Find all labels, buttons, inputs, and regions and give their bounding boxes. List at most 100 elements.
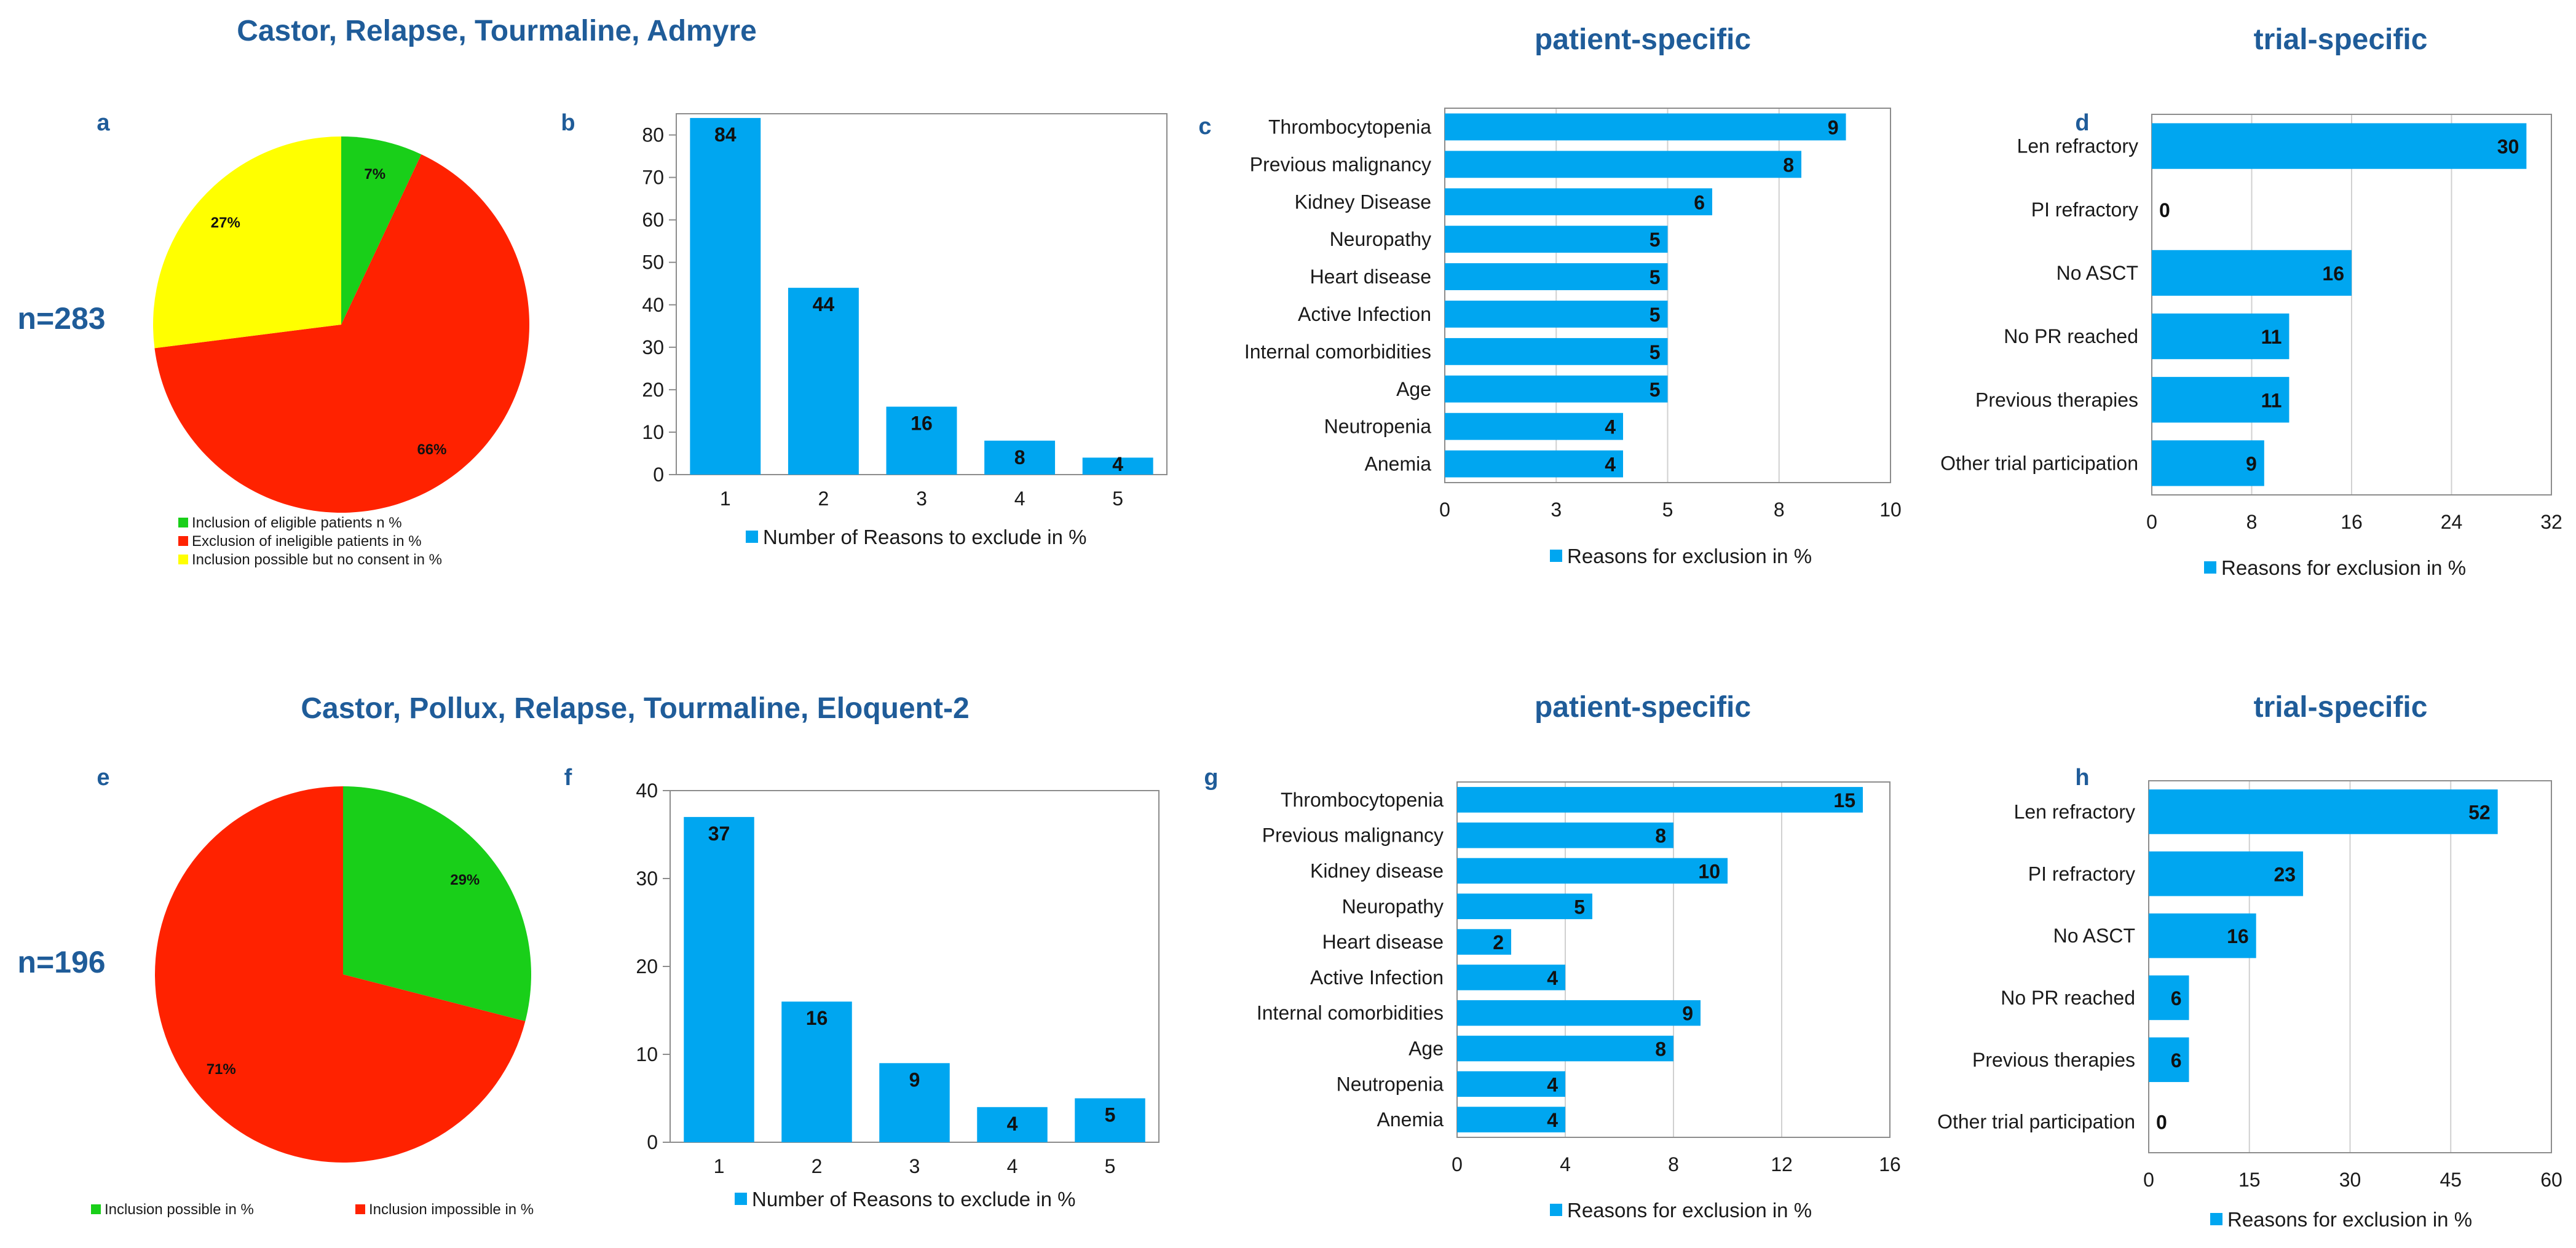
x-tick-label: 0 bbox=[2146, 511, 2157, 533]
y-category-label: Anemia bbox=[1365, 453, 1432, 475]
bar bbox=[1445, 338, 1668, 365]
y-category-label: Neutropenia bbox=[1337, 1073, 1444, 1095]
x-tick-label: 1 bbox=[720, 488, 731, 510]
panel-letter-e: e bbox=[97, 765, 109, 791]
bar bbox=[1445, 263, 1668, 290]
bar bbox=[2152, 313, 2290, 360]
y-category-label: Thrombocytopenia bbox=[1268, 116, 1431, 138]
y-category-label: Neuropathy bbox=[1342, 895, 1444, 917]
bar-value-label: 16 bbox=[2227, 925, 2249, 947]
n-label-top: n=283 bbox=[17, 301, 105, 336]
pie-slice-label: 27% bbox=[211, 215, 240, 231]
y-category-label: PI refractory bbox=[2028, 863, 2135, 885]
y-category-label: Internal comorbidities bbox=[1257, 1002, 1444, 1024]
bar-value-label: 84 bbox=[714, 124, 737, 146]
pie-slice-label: 66% bbox=[417, 441, 446, 458]
bar-value-label: 30 bbox=[2497, 136, 2519, 158]
legend-swatch bbox=[735, 1193, 747, 1205]
y-tick-label: 0 bbox=[647, 1131, 658, 1153]
pie-slice-label: 71% bbox=[207, 1061, 236, 1078]
bar-value-label: 9 bbox=[909, 1068, 920, 1091]
bar bbox=[1445, 113, 1846, 141]
legend-swatch bbox=[355, 1204, 365, 1214]
y-category-label: Kidney disease bbox=[1310, 860, 1444, 882]
bar bbox=[1457, 965, 1565, 990]
bar bbox=[1457, 1107, 1565, 1132]
bar bbox=[1445, 450, 1623, 478]
y-category-label: Previous malignancy bbox=[1262, 824, 1444, 847]
legend-label: Reasons for exclusion in % bbox=[2221, 556, 2466, 579]
bar bbox=[1457, 787, 1863, 813]
legend-swatch bbox=[2210, 1213, 2222, 1225]
y-category-label: Neutropenia bbox=[1324, 416, 1432, 438]
bar-value-label: 23 bbox=[2274, 863, 2296, 885]
x-tick-label: 4 bbox=[1560, 1153, 1571, 1175]
y-category-label: Age bbox=[1409, 1038, 1444, 1060]
x-tick-label: 8 bbox=[1774, 499, 1785, 521]
y-category-label: Previous therapies bbox=[1975, 389, 2138, 411]
x-tick-label: 16 bbox=[1879, 1153, 1901, 1175]
bar-value-label: 4 bbox=[1007, 1113, 1018, 1135]
legend-label: Inclusion possible in % bbox=[105, 1201, 254, 1218]
x-tick-label: 5 bbox=[1112, 488, 1123, 510]
panel-letter-b: b bbox=[561, 110, 575, 136]
legend-label: Reasons for exclusion in % bbox=[1567, 545, 1812, 567]
bar-value-label: 4 bbox=[1112, 453, 1123, 475]
x-tick-label: 1 bbox=[714, 1155, 725, 1177]
y-category-label: PI refractory bbox=[2031, 199, 2138, 221]
group-title-top: Castor, Relapse, Tourmaline, Admyre bbox=[237, 15, 757, 47]
bar-value-label: 44 bbox=[813, 293, 835, 315]
bar bbox=[879, 1063, 950, 1142]
bar-value-label: 6 bbox=[2171, 987, 2182, 1009]
bar-value-label: 5 bbox=[1650, 229, 1661, 251]
panel-letter-g: g bbox=[1204, 765, 1218, 791]
x-tick-label: 3 bbox=[909, 1155, 920, 1177]
legend-swatch bbox=[2204, 561, 2216, 574]
bar bbox=[977, 1107, 1048, 1142]
y-category-label: Thrombocytopenia bbox=[1281, 789, 1444, 811]
y-category-label: Age bbox=[1396, 378, 1431, 400]
x-tick-label: 16 bbox=[2341, 511, 2363, 533]
y-category-label: No ASCT bbox=[2053, 925, 2135, 947]
x-tick-label: 45 bbox=[2440, 1169, 2462, 1191]
bar-value-label: 6 bbox=[1694, 191, 1705, 213]
section-title-patient-top: patient-specific bbox=[1535, 23, 1751, 56]
bar bbox=[1457, 1000, 1701, 1026]
x-tick-label: 12 bbox=[1771, 1153, 1793, 1175]
bar bbox=[2149, 1037, 2189, 1083]
bar-value-label: 0 bbox=[2159, 199, 2170, 221]
bar bbox=[2152, 250, 2352, 296]
legend-label: Exclusion of ineligible patients in % bbox=[192, 533, 422, 550]
panel-letter-f: f bbox=[564, 765, 572, 791]
bar-value-label: 11 bbox=[2261, 326, 2282, 348]
bar bbox=[1457, 1071, 1565, 1097]
panel-letter-a: a bbox=[97, 110, 110, 136]
bar-value-label: 4 bbox=[1547, 967, 1558, 989]
x-tick-label: 32 bbox=[2540, 511, 2562, 533]
y-category-label: Active Infection bbox=[1298, 303, 1431, 325]
bar bbox=[984, 440, 1056, 475]
y-category-label: Kidney Disease bbox=[1295, 191, 1431, 213]
x-tick-label: 24 bbox=[2441, 511, 2463, 533]
y-category-label: Neuropathy bbox=[1330, 228, 1431, 250]
legend-swatch bbox=[1550, 550, 1562, 562]
bar-value-label: 5 bbox=[1650, 379, 1661, 401]
bar-value-label: 16 bbox=[806, 1007, 828, 1029]
y-category-label: Other trial participation bbox=[1940, 452, 2138, 474]
pie-slice bbox=[154, 154, 529, 513]
bar-value-label: 4 bbox=[1605, 454, 1616, 476]
bar-value-label: 11 bbox=[2261, 389, 2282, 411]
y-tick-label: 40 bbox=[642, 294, 664, 316]
bar-value-label: 8 bbox=[1655, 1038, 1666, 1060]
section-title-trial-top: trial-specific bbox=[2254, 23, 2428, 56]
bar-value-label: 4 bbox=[1547, 1109, 1558, 1131]
bar-value-label: 15 bbox=[1833, 789, 1855, 812]
bar bbox=[1445, 301, 1668, 328]
bar-value-label: 5 bbox=[1650, 304, 1661, 326]
pie-slice bbox=[341, 136, 422, 325]
y-category-label: Internal comorbidities bbox=[1244, 341, 1431, 363]
x-tick-label: 3 bbox=[1551, 499, 1562, 521]
bar bbox=[690, 117, 761, 475]
